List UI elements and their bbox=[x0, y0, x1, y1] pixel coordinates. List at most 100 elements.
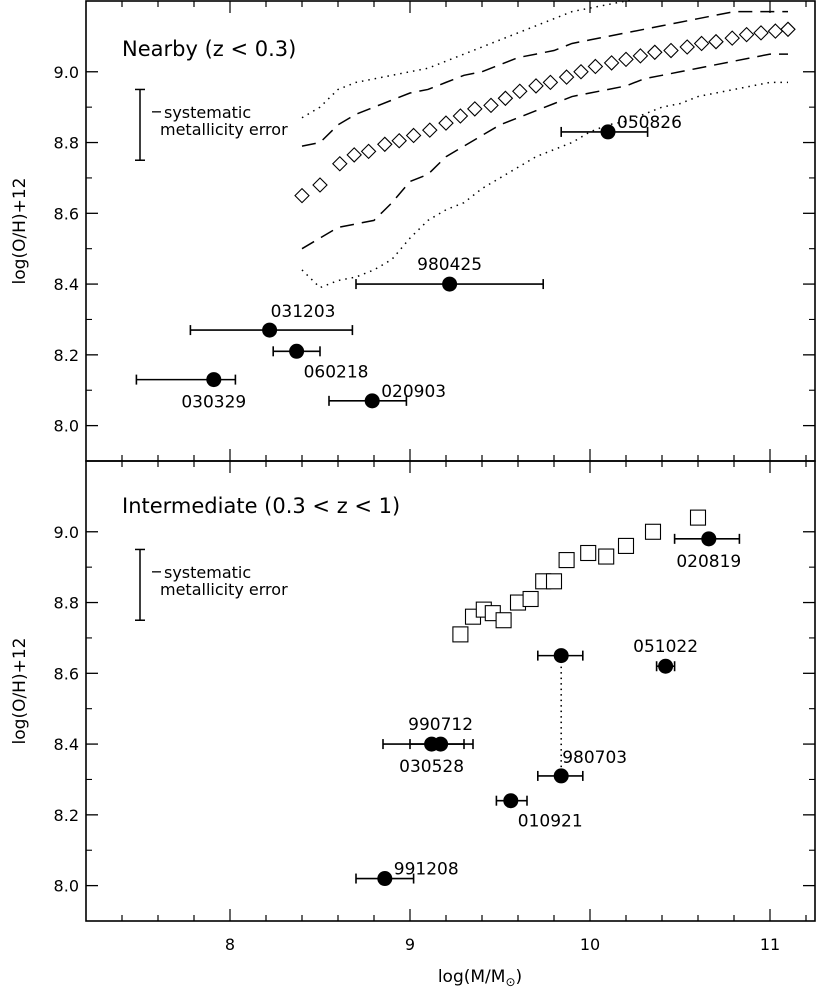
grb-host-020819-marker bbox=[701, 531, 717, 547]
top-panel: 8.0 8.2 8.4 8.6 8.8 9.0 systematicmetallicity … bbox=[54, 0, 815, 461]
sdss-median-diamond bbox=[724, 30, 740, 46]
comparison-square-marker bbox=[644, 523, 662, 540]
top-y-tick-label: 8.0 bbox=[54, 417, 79, 436]
x-axis: 8 9 10 11 bbox=[225, 935, 780, 954]
grb-host-010921-marker bbox=[503, 793, 519, 809]
sdss-median-diamond bbox=[512, 83, 528, 100]
sdss-median-diamond bbox=[483, 97, 499, 114]
grb-host-031203-marker bbox=[262, 322, 278, 338]
comparison-square-marker bbox=[452, 626, 469, 643]
bottom-systematic-error-label: metallicity error bbox=[160, 580, 288, 599]
comparison-square-marker bbox=[617, 537, 635, 554]
bottom-y-tick-label: 8.2 bbox=[54, 806, 79, 825]
comparison-square-marker bbox=[545, 573, 563, 590]
sdss-median-diamond bbox=[438, 115, 454, 131]
grb-host-label-980703: 980703 bbox=[562, 748, 627, 768]
sdss-median-diamond bbox=[405, 127, 422, 144]
grb-host-060218-marker bbox=[289, 343, 305, 359]
top-y-tick-label: 9.0 bbox=[54, 63, 79, 82]
sdss-median-diamond bbox=[542, 74, 559, 91]
top-y-tick-label: 8.4 bbox=[54, 275, 79, 294]
sdss-median-diamond bbox=[618, 51, 634, 68]
grb-host-label-030528: 030528 bbox=[399, 757, 464, 777]
sdss-median-diamond bbox=[663, 42, 679, 59]
grb-host-980425-marker bbox=[442, 276, 458, 292]
sdss-median-diamond bbox=[422, 122, 438, 138]
grb-host-label-010921: 010921 bbox=[518, 812, 583, 832]
sdss-outer-upper-curve bbox=[301, 0, 635, 119]
sdss-median-diamond bbox=[767, 23, 784, 39]
comparison-square-marker bbox=[495, 612, 512, 629]
sdss-median-diamond bbox=[377, 136, 393, 153]
comparison-square-marker bbox=[580, 544, 597, 562]
sdss-median-diamond bbox=[587, 58, 604, 75]
sdss-median-diamond bbox=[360, 143, 377, 160]
sdss-median-diamond bbox=[573, 63, 589, 80]
x-tick-label: 10 bbox=[580, 935, 600, 954]
sdss-median-diamond bbox=[738, 26, 755, 43]
grb-host-label-050826: 050826 bbox=[617, 113, 682, 133]
sdss-median-diamond bbox=[603, 55, 620, 71]
top-y-tick-label: 8.6 bbox=[54, 204, 79, 223]
sdss-inner-lower-curve bbox=[301, 53, 788, 250]
top-systematic-error-label: systematic bbox=[164, 103, 251, 122]
grb-host-051022-marker bbox=[658, 658, 674, 674]
grb-host-label-990712: 990712 bbox=[408, 715, 473, 735]
comparison-square-marker bbox=[558, 552, 575, 569]
top-y-tick-label: 8.8 bbox=[54, 134, 79, 153]
sdss-median-diamond bbox=[294, 187, 310, 204]
x-tick-label: 11 bbox=[760, 935, 780, 954]
sdss-median-diamond bbox=[558, 69, 575, 85]
sdss-median-diamond bbox=[647, 44, 663, 61]
grb-host-point-marker bbox=[553, 648, 569, 664]
grb-host-020903-marker bbox=[364, 393, 380, 409]
comparison-square-marker bbox=[522, 590, 539, 608]
bottom-panel-y-axis-label: log(O/H)+12 bbox=[10, 638, 30, 745]
sdss-median-diamond bbox=[312, 177, 328, 193]
grb-host-label-991208: 991208 bbox=[394, 860, 459, 880]
top-y-tick-label: 8.2 bbox=[54, 346, 79, 365]
top-panel-y-axis-label: log(O/H)+12 bbox=[10, 178, 30, 285]
grb-host-label-020903: 020903 bbox=[381, 382, 446, 402]
sdss-median-diamond bbox=[708, 33, 724, 50]
sdss-outer-lower-curve bbox=[301, 81, 788, 289]
sdss-median-diamond bbox=[679, 39, 695, 55]
x-tick-label: 8 bbox=[225, 935, 235, 954]
sdss-median-diamond bbox=[391, 132, 407, 149]
bottom-y-tick-label: 8.6 bbox=[54, 664, 79, 683]
x-axis-label-subscript: ⊙ bbox=[505, 975, 515, 989]
top-systematic-error-label: metallicity error bbox=[160, 120, 288, 139]
grb-host-030528-marker bbox=[424, 736, 440, 752]
sdss-median-diamond bbox=[632, 48, 649, 64]
sdss-median-diamond bbox=[346, 147, 362, 163]
sdss-median-diamond bbox=[497, 90, 514, 107]
grb-host-label-030329: 030329 bbox=[181, 393, 246, 413]
bottom-y-tick-label: 8.4 bbox=[54, 735, 79, 754]
bottom-y-tick-label: 8.8 bbox=[54, 594, 79, 613]
bottom-panel: 8.0 8.2 8.4 8.6 8.8 9.0 systematicmetallicity … bbox=[54, 461, 815, 921]
x-tick-label: 9 bbox=[405, 935, 415, 954]
top-panel-title: Nearby (z < 0.3) bbox=[122, 37, 296, 61]
sdss-median-diamond bbox=[452, 108, 469, 124]
sdss-inner-upper-curve bbox=[301, 10, 788, 147]
sdss-median-diamond bbox=[693, 35, 710, 52]
sdss-median-diamond bbox=[528, 78, 544, 94]
grb-host-050826-marker bbox=[600, 124, 616, 140]
x-axis-label: log(M/M⊙) bbox=[438, 967, 522, 989]
comparison-square-marker bbox=[598, 548, 615, 565]
sdss-median-diamond bbox=[780, 21, 796, 38]
sdss-median-diamond bbox=[467, 101, 483, 117]
bottom-y-tick-label: 8.0 bbox=[54, 877, 79, 896]
grb-host-980703-marker bbox=[553, 768, 569, 784]
grb-host-991208-marker bbox=[377, 871, 393, 887]
grb-host-label-980425: 980425 bbox=[417, 255, 482, 275]
bottom-panel-frame bbox=[85, 460, 816, 922]
bottom-panel-title: Intermediate (0.3 < z < 1) bbox=[122, 494, 400, 518]
grb-host-label-020819: 020819 bbox=[676, 552, 741, 572]
grb-host-label-051022: 051022 bbox=[633, 637, 698, 657]
comparison-square-marker bbox=[689, 509, 707, 526]
grb-host-label-060218: 060218 bbox=[304, 362, 369, 382]
bottom-systematic-error-label: systematic bbox=[164, 563, 251, 582]
sdss-median-diamond bbox=[332, 155, 348, 172]
